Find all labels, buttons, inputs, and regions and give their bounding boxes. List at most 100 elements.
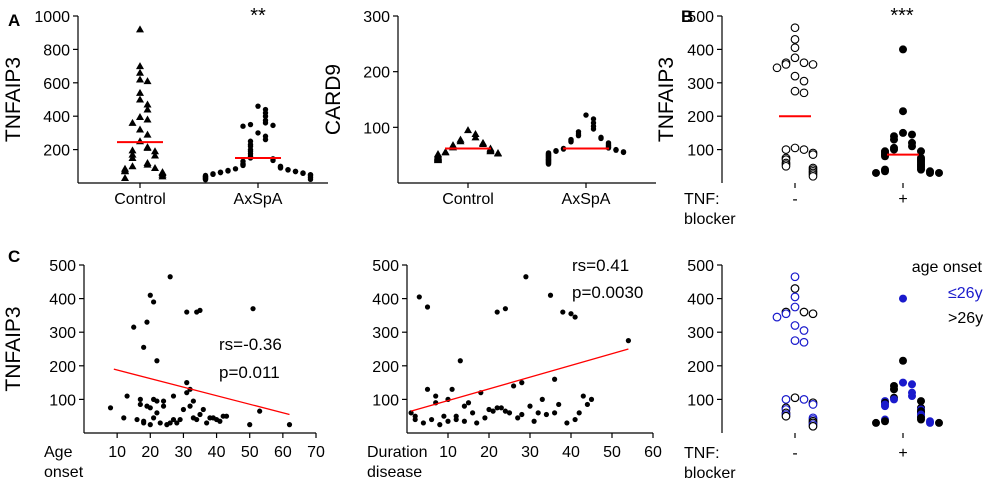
data-point [781, 395, 791, 404]
data-point [899, 128, 907, 137]
y-tick-label: 1000 [34, 9, 70, 26]
data-point [124, 393, 130, 399]
data-point [190, 398, 196, 404]
y-tick-label: 400 [43, 109, 70, 126]
data-point [147, 292, 153, 298]
data-point [515, 415, 521, 421]
data-point [486, 147, 495, 155]
data-point [107, 405, 114, 411]
data-point [194, 416, 200, 423]
data-point [157, 420, 163, 426]
data-point [137, 396, 143, 402]
data-point [285, 167, 291, 173]
data-point [456, 137, 465, 145]
y-tick-label: 400 [372, 292, 399, 309]
data-point [519, 380, 525, 386]
legend-title: age onset [912, 259, 983, 276]
panel-label-b: B [681, 7, 693, 26]
significance-b: *** [890, 5, 914, 27]
data-point [572, 314, 578, 320]
data-point [535, 410, 541, 416]
x-tick-label: 40 [208, 444, 226, 461]
data-point [262, 120, 269, 126]
y-tick-label: 500 [372, 258, 399, 275]
data-point [210, 171, 216, 178]
data-point [174, 420, 180, 426]
data-point [790, 23, 800, 33]
data-point [531, 418, 537, 424]
data-point [808, 171, 818, 181]
data-point [121, 415, 127, 421]
data-point [184, 309, 190, 315]
data-point [141, 344, 147, 350]
data-point [128, 153, 137, 161]
data-point [908, 130, 916, 139]
data-point [154, 358, 160, 364]
data-point [908, 392, 916, 401]
data-point [437, 422, 443, 428]
data-point [247, 121, 254, 128]
data-point [486, 406, 492, 413]
data-point [197, 411, 203, 418]
data-point [790, 292, 800, 302]
data-point [143, 115, 152, 123]
data-point [147, 422, 153, 428]
data-point [588, 396, 595, 402]
data-point [170, 393, 177, 399]
x-tick-label: 70 [307, 444, 325, 461]
data-point [583, 112, 589, 118]
data-point [790, 284, 800, 293]
y-tick-label: 500 [687, 258, 714, 275]
data-point [502, 306, 508, 312]
data-point [262, 113, 269, 119]
data-point [899, 356, 907, 365]
x-tick-label: 60 [274, 444, 292, 461]
data-point [131, 324, 137, 330]
data-point [300, 170, 306, 177]
data-point [556, 401, 562, 408]
chart-c3: 100 200 300 400 500 TNF: blocker - + age onset ≤26… [684, 258, 983, 482]
data-point [158, 172, 167, 180]
data-point [781, 309, 791, 319]
data-point [412, 416, 418, 423]
data-point [408, 410, 414, 416]
data-point [136, 125, 144, 133]
data-point [790, 393, 800, 403]
data-point [121, 167, 129, 175]
data-point [584, 401, 591, 408]
data-point [494, 309, 500, 315]
data-point [568, 139, 574, 145]
data-point [180, 406, 187, 413]
data-point [625, 338, 632, 344]
data-point [799, 76, 809, 86]
data-point [255, 130, 261, 136]
data-point [543, 411, 550, 418]
data-point [590, 126, 597, 132]
data-point [799, 307, 809, 317]
data-point [121, 173, 129, 181]
data-point [872, 168, 880, 177]
x-axis-label: onset [44, 464, 84, 481]
y-tick-label: 200 [687, 359, 714, 376]
data-point [553, 148, 559, 154]
data-point [890, 385, 898, 394]
data-point [262, 136, 269, 143]
data-point [151, 147, 159, 155]
data-point [424, 304, 431, 310]
data-point [790, 272, 800, 282]
data-point [136, 68, 144, 76]
data-point [464, 126, 472, 134]
x-tick-label: 20 [480, 444, 498, 461]
data-point [307, 176, 314, 183]
data-point [292, 168, 299, 175]
y-tick-label: 200 [687, 109, 714, 126]
x-tick-label: Control [114, 191, 166, 208]
data-point [143, 160, 152, 168]
data-point [200, 406, 206, 413]
x-tick-label: 20 [141, 444, 159, 461]
y-tick-label: 200 [49, 359, 76, 376]
y-tick-label: 200 [372, 359, 399, 376]
data-point [255, 103, 261, 109]
data-point [128, 146, 137, 154]
data-point [808, 150, 818, 159]
